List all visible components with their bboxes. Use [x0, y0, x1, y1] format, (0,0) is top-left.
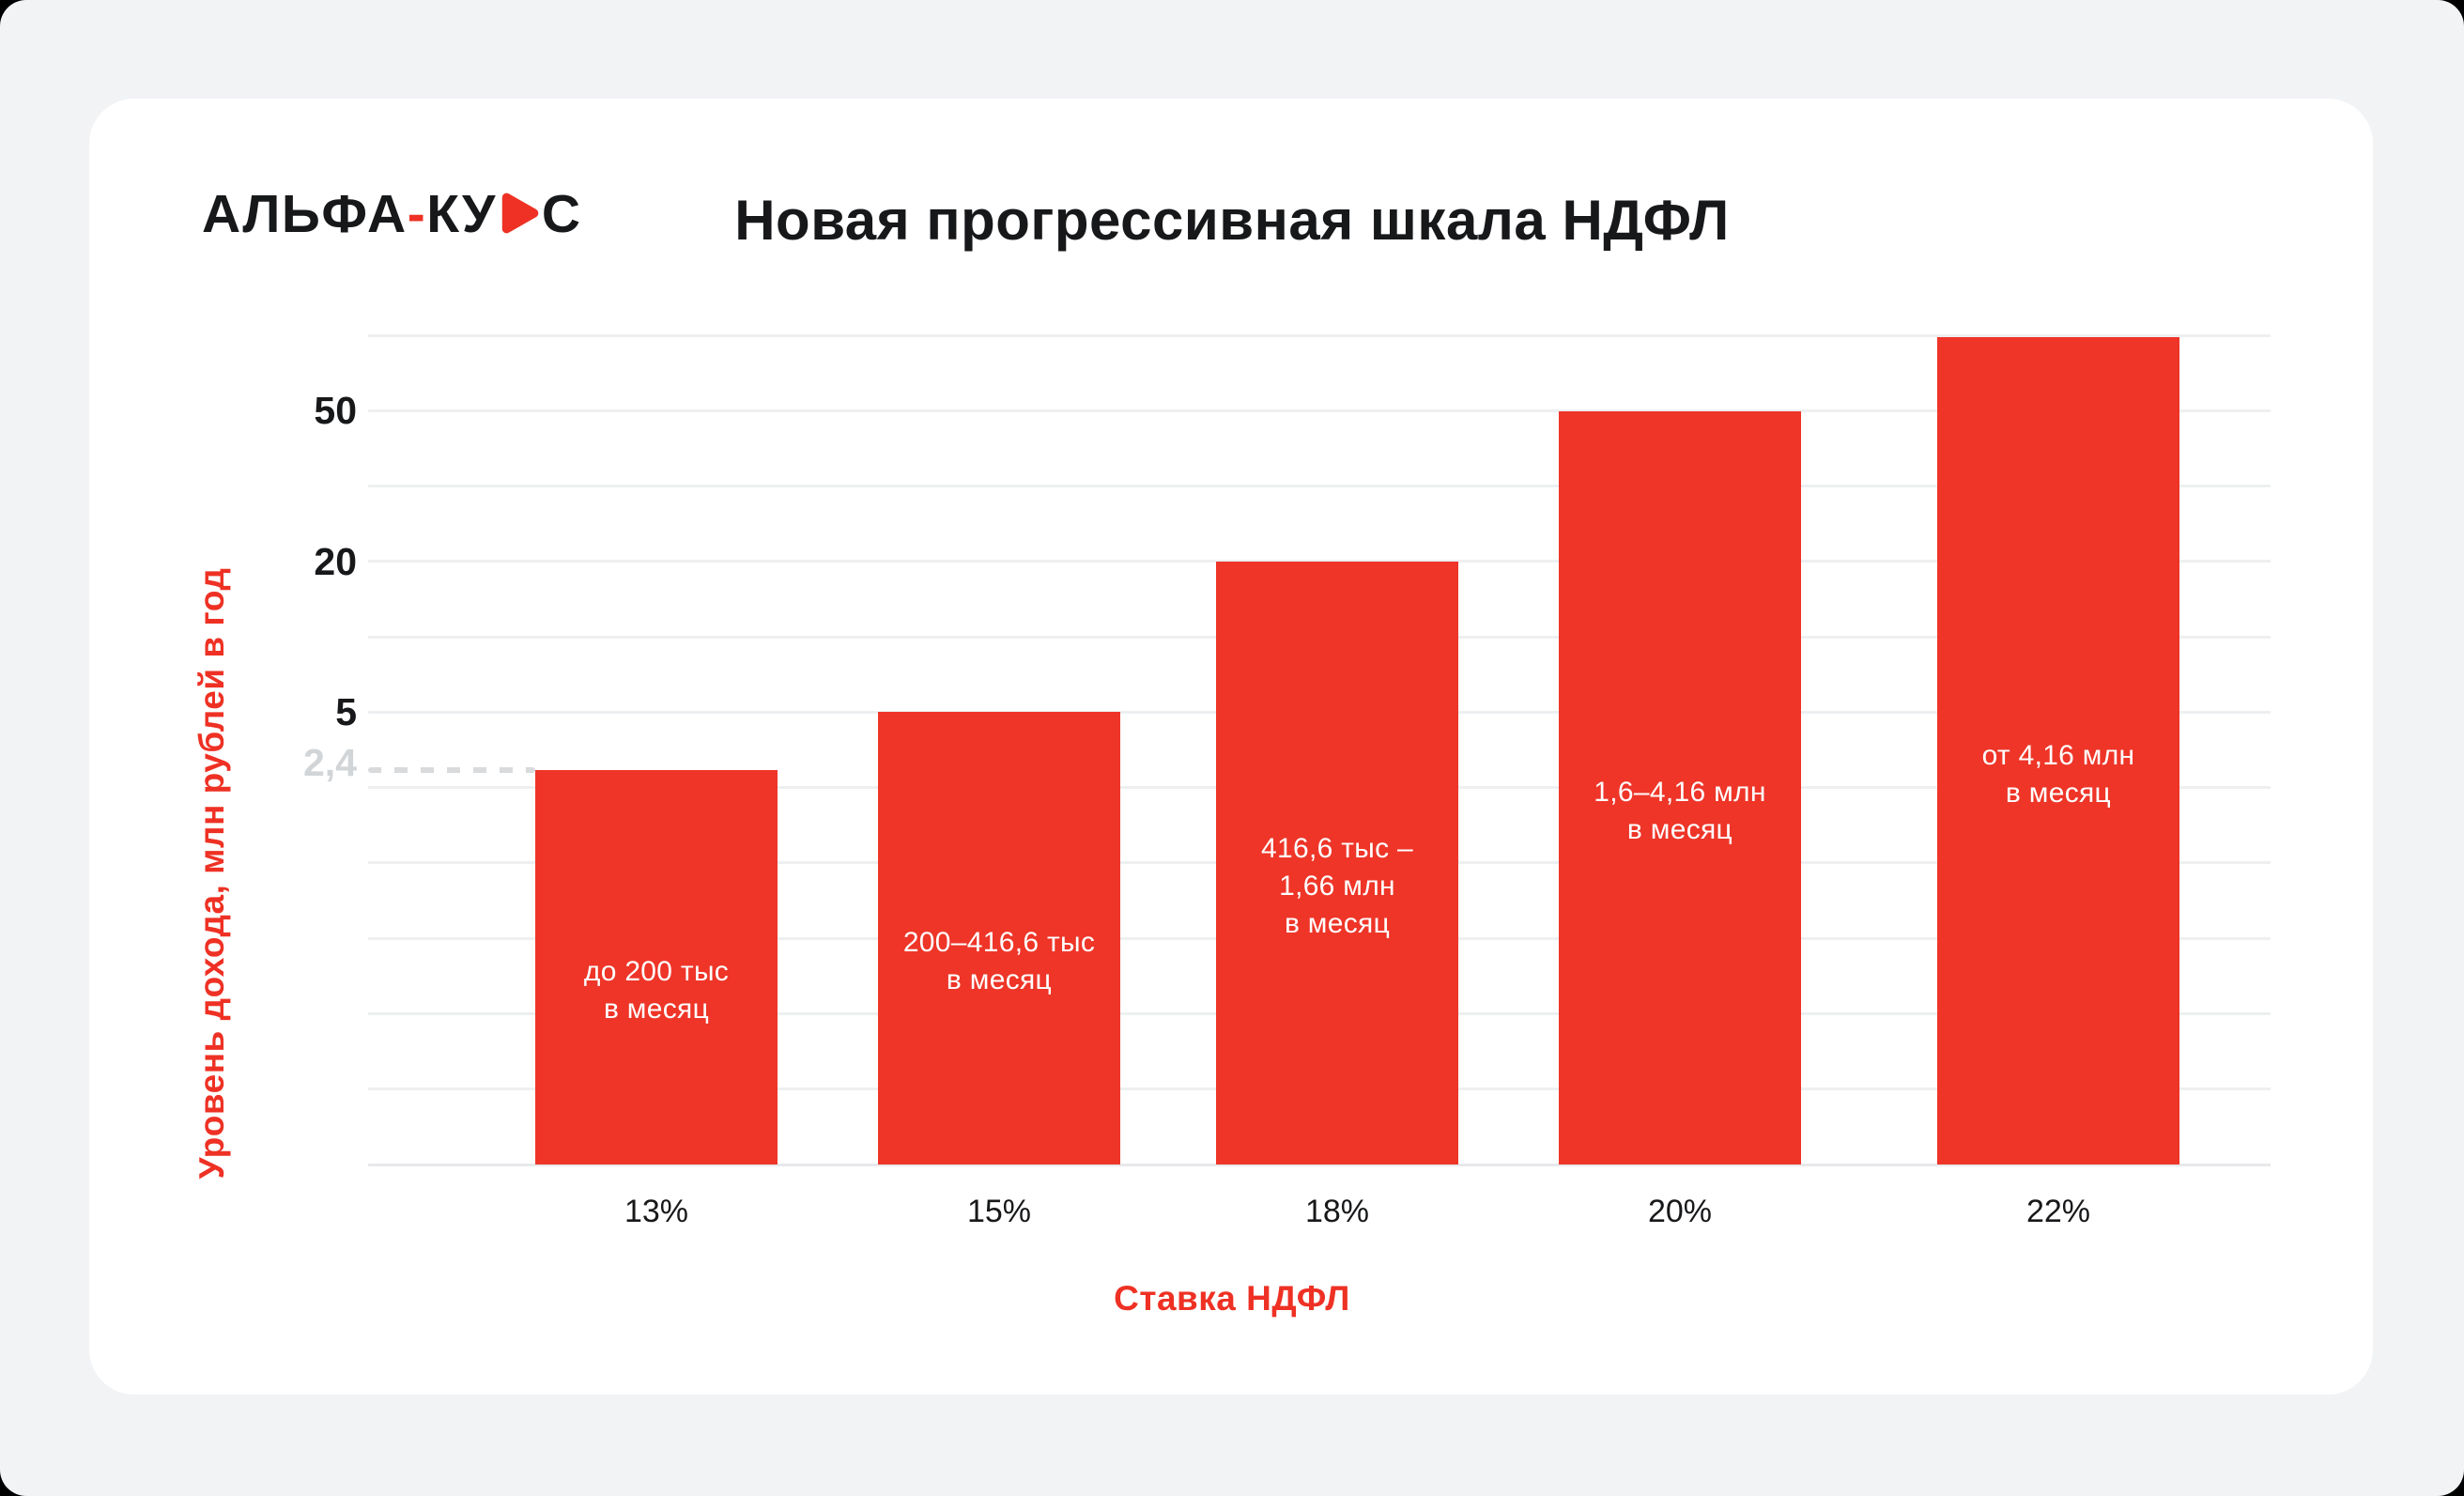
x-tick-label: 20%: [1647, 1194, 1713, 1229]
brand-logo: АЛЬФА-КУ С: [202, 184, 582, 244]
x-tick-label: 22%: [2025, 1194, 2091, 1229]
bar-income-label: до 200 тыс в месяц: [583, 956, 730, 1025]
bar-income-label: от 4,16 млн в месяц: [1981, 739, 2135, 809]
x-axis-line: [368, 1163, 2271, 1166]
y-tick-label: 20: [314, 539, 357, 583]
gridline: [368, 409, 2271, 412]
play-triangle-icon: [501, 193, 539, 234]
logo-text-alfa: АЛЬФА: [202, 184, 408, 244]
bar-income-label: 416,6 тыс –1,66 млн в месяц: [1260, 833, 1414, 939]
chart-title: Новая прогрессивная шкала НДФЛ: [734, 189, 1730, 252]
x-tick-label: 15%: [966, 1194, 1032, 1229]
bar-15%: 200–416,6 тыс в месяц: [878, 712, 1120, 1164]
x-tick-label: 13%: [624, 1194, 689, 1229]
bar-18%: 416,6 тыс –1,66 млн в месяц: [1216, 562, 1458, 1164]
bar-income-label: 200–416,6 тыс в месяц: [902, 927, 1096, 995]
gridline: [368, 485, 2271, 488]
bar-income-label: 1,6–4,16 млн в месяц: [1594, 777, 1766, 845]
reference-dashed-line: [368, 767, 535, 773]
x-axis-title: Ставка НДФЛ: [1114, 1279, 1350, 1318]
bar-22%: от 4,16 млн в месяц: [1937, 337, 2179, 1164]
reference-value-label: 2,4: [303, 741, 357, 784]
logo-text-ku: КУ: [426, 184, 497, 244]
y-tick-label: 5: [335, 690, 357, 734]
logo-text-s: С: [541, 184, 582, 244]
gridline: [368, 333, 2271, 337]
y-tick-label: 50: [314, 389, 357, 433]
bar-13%: до 200 тыс в месяц: [535, 770, 778, 1164]
x-tick-label: 18%: [1304, 1194, 1370, 1229]
logo-hyphen: -: [407, 184, 427, 244]
gridline: [368, 560, 2271, 563]
bar-20%: 1,6–4,16 млн в месяц: [1559, 411, 1801, 1164]
